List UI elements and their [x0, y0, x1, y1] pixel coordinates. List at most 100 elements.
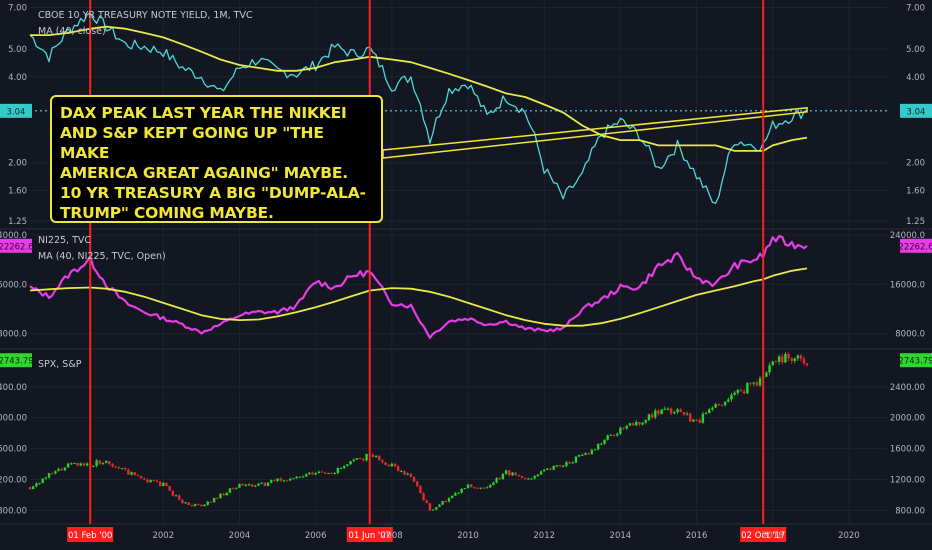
candle-body [85, 463, 89, 466]
candle-body [162, 482, 165, 487]
candle-body [378, 455, 381, 461]
candle-body [254, 485, 257, 487]
candle-body [358, 458, 362, 460]
candle-body [714, 404, 717, 408]
nikkei-ma-label: MA (40, NI225, TVC, Open) [38, 251, 166, 262]
candle-body [781, 356, 784, 363]
candle-body [584, 453, 587, 455]
candle-body [165, 482, 168, 486]
candle-body [460, 488, 463, 493]
candle-body [266, 482, 270, 486]
candle-body [387, 465, 390, 467]
x-tick-label: 2008 [381, 531, 403, 541]
y-tick-label-right: 800.00 [895, 506, 925, 516]
y-tick-label-right: 8000.0 [895, 330, 925, 340]
candle-body [758, 378, 762, 386]
candle-body [216, 497, 219, 499]
candle-body [209, 501, 213, 503]
candle-body [787, 353, 790, 359]
last-price-tag-left: 22262.6 [0, 238, 34, 253]
candle-body [523, 477, 527, 479]
candle-body [57, 469, 60, 472]
candle-body [568, 462, 571, 464]
annotation-callout[interactable]: DAX PEAK LAST YEAR THE NIKKEI AND S&P KE… [50, 95, 383, 223]
x-tick-label: 2002 [152, 531, 174, 541]
candle-body [457, 492, 460, 494]
candle-body [330, 473, 333, 475]
candle-body [482, 487, 486, 489]
candle-body [577, 454, 581, 457]
candle-body [346, 464, 349, 466]
candle-body [657, 410, 660, 414]
candle-body [168, 485, 171, 491]
candle-body [749, 382, 752, 384]
candle-body [501, 474, 505, 480]
y-tick-label-right: 1200.00 [890, 476, 925, 486]
candle-body [409, 473, 413, 478]
candle-body [752, 382, 755, 384]
last-price-tag-label: 2743.79 [898, 357, 932, 367]
candle-body [228, 488, 232, 493]
candle-body [701, 413, 705, 423]
candle-body [51, 473, 54, 475]
candle-body [784, 353, 787, 363]
candle-body [323, 472, 327, 474]
candle-body [654, 410, 657, 418]
nikkei-pane-title: NI225, TVC [38, 235, 91, 246]
candle-body [422, 493, 425, 501]
candle-body [616, 433, 619, 436]
candle-body [120, 468, 124, 470]
last-price-tag-left: 2743.79 [0, 353, 34, 368]
y-tick-label-left: 4.00 [8, 73, 27, 83]
candle-body [35, 483, 38, 487]
candle-body [314, 473, 317, 475]
candle-body [438, 504, 441, 508]
candle-body [270, 480, 273, 483]
candle-body [635, 421, 638, 426]
candle-body [520, 475, 524, 478]
candle-body [146, 479, 149, 483]
candle-body [187, 502, 190, 506]
candle-body [425, 500, 428, 504]
y-tick-label-left: 16000.0 [0, 280, 27, 290]
candle-body [581, 454, 584, 456]
candle-body [393, 463, 397, 467]
candle-body [679, 409, 682, 413]
candle-body [63, 467, 67, 471]
candle-body [485, 487, 489, 489]
candle-body [799, 355, 803, 359]
x-tick-label: 2012 [533, 531, 555, 541]
y-tick-label-left: 2.00 [8, 159, 27, 169]
y-tick-label-left: 1200.00 [0, 476, 27, 486]
candle-body [177, 495, 181, 500]
candle-body [574, 456, 578, 463]
x-tick-label: 2004 [229, 531, 251, 541]
candle-body [593, 449, 597, 451]
x-tick-label: 2016 [686, 531, 708, 541]
candle-body [790, 358, 793, 361]
y-tick-label-left: 7.00 [8, 3, 27, 13]
candle-body [174, 495, 178, 497]
candle-body [133, 472, 136, 476]
y-tick-label-right: 16000.0 [890, 280, 925, 290]
candle-body [127, 469, 130, 475]
candle-body [60, 469, 63, 471]
candle-body [365, 453, 368, 461]
candle-body [143, 478, 146, 480]
candle-body [698, 420, 701, 423]
candle-body [511, 472, 514, 476]
candle-body [327, 473, 330, 475]
candle-body [473, 487, 476, 489]
candle-body [587, 453, 590, 455]
candle-body [727, 399, 730, 402]
last-price-tag-left: 3.04 [0, 103, 32, 118]
candle-body [571, 462, 574, 464]
candle-body [650, 414, 654, 418]
candle-body [543, 469, 546, 472]
candle-body [673, 412, 676, 414]
y-tick-label-right: 24000.0 [890, 231, 925, 241]
x-tick-label: 2010 [457, 531, 479, 541]
candle-body [606, 435, 609, 440]
candle-body [419, 486, 422, 494]
candle-body [235, 487, 238, 489]
